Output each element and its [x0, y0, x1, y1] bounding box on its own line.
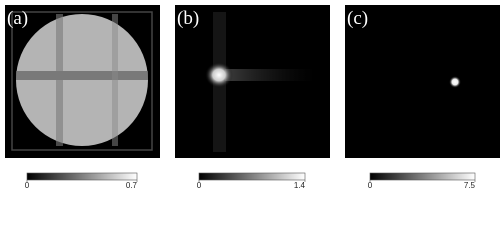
panel-b-image [175, 5, 330, 158]
colorbar [369, 172, 476, 181]
colorbar [198, 172, 306, 181]
colorbar-tick-label: 0.7 [126, 181, 138, 190]
figure: (a) (b) (c) 0 0.7 0 1.4 0 7.5 [5, 5, 500, 190]
colorbar-tick-label: 0 [197, 181, 202, 190]
colorbar [26, 172, 138, 181]
colorbar-tick-label: 0 [25, 181, 30, 190]
colorbar-tick-label: 7.5 [464, 181, 476, 190]
panel-label: (c) [347, 8, 368, 29]
panel-a-image [5, 5, 160, 158]
panel-label: (a) [7, 8, 28, 29]
panel-label: (b) [177, 8, 199, 29]
colorbar-tick-label: 0 [368, 181, 373, 190]
colorbar-tick-label: 1.4 [294, 181, 306, 190]
panel-c-image [345, 5, 500, 158]
